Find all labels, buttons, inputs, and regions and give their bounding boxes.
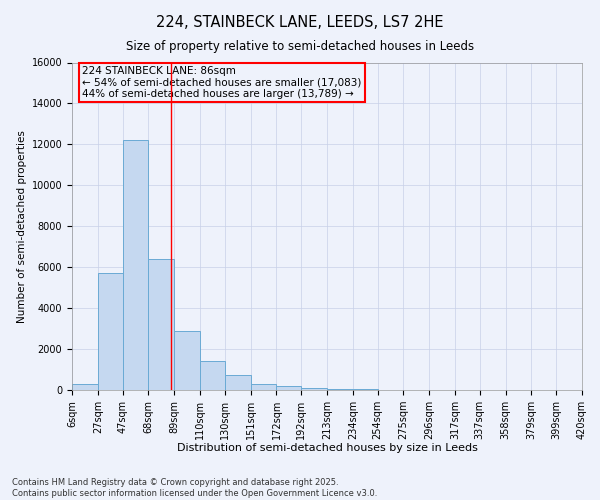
Text: Contains HM Land Registry data © Crown copyright and database right 2025.
Contai: Contains HM Land Registry data © Crown c… — [12, 478, 377, 498]
Bar — [148, 259, 174, 390]
Text: 224 STAINBECK LANE: 86sqm
← 54% of semi-detached houses are smaller (17,083)
44%: 224 STAINBECK LANE: 86sqm ← 54% of semi-… — [82, 66, 362, 99]
Bar — [122, 140, 148, 390]
Y-axis label: Number of semi-detached properties: Number of semi-detached properties — [17, 130, 28, 322]
Bar — [301, 388, 327, 390]
Text: 224, STAINBECK LANE, LEEDS, LS7 2HE: 224, STAINBECK LANE, LEEDS, LS7 2HE — [156, 15, 444, 30]
Bar — [72, 384, 98, 390]
Text: Size of property relative to semi-detached houses in Leeds: Size of property relative to semi-detach… — [126, 40, 474, 53]
X-axis label: Distribution of semi-detached houses by size in Leeds: Distribution of semi-detached houses by … — [176, 444, 478, 454]
Bar — [277, 386, 301, 390]
Bar — [98, 274, 122, 390]
Bar — [327, 388, 353, 390]
Bar — [353, 389, 377, 390]
Bar — [174, 330, 200, 390]
Bar — [225, 374, 251, 390]
Bar — [251, 384, 277, 390]
Bar — [200, 362, 225, 390]
